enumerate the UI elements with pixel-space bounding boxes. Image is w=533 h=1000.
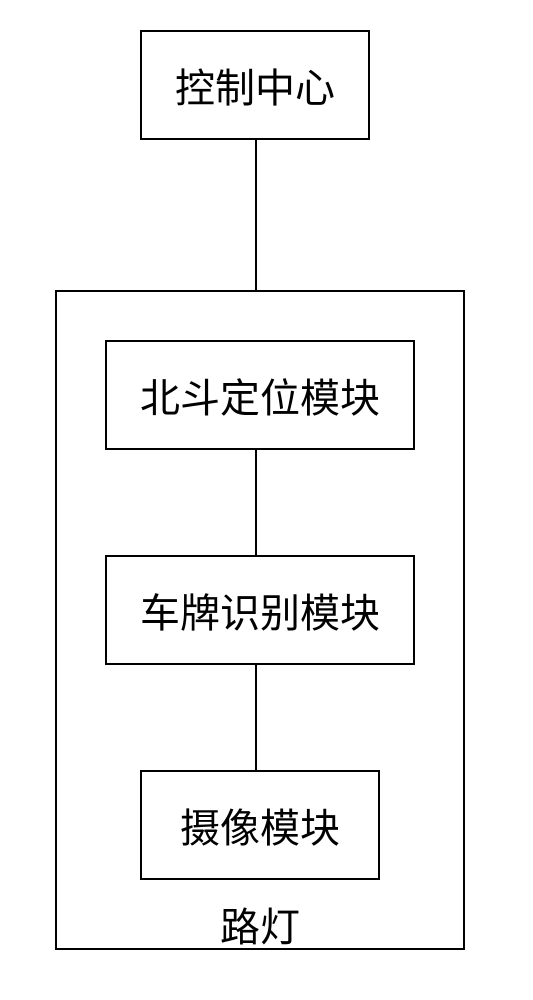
container-label: 路灯 [220, 895, 300, 953]
node-beidou-label: 北斗定位模块 [140, 366, 380, 424]
edge-plate-to-camera [255, 665, 257, 770]
node-control-center: 控制中心 [140, 30, 370, 140]
edge-control-to-container [255, 140, 257, 290]
edge-beidou-to-plate [255, 450, 257, 555]
node-plate-module: 车牌识别模块 [105, 555, 415, 665]
node-beidou-module: 北斗定位模块 [105, 340, 415, 450]
node-camera-label: 摄像模块 [180, 796, 340, 854]
container-label-text: 路灯 [220, 905, 300, 950]
node-camera-module: 摄像模块 [140, 770, 380, 880]
node-plate-label: 车牌识别模块 [140, 581, 380, 639]
node-control-center-label: 控制中心 [175, 56, 335, 114]
